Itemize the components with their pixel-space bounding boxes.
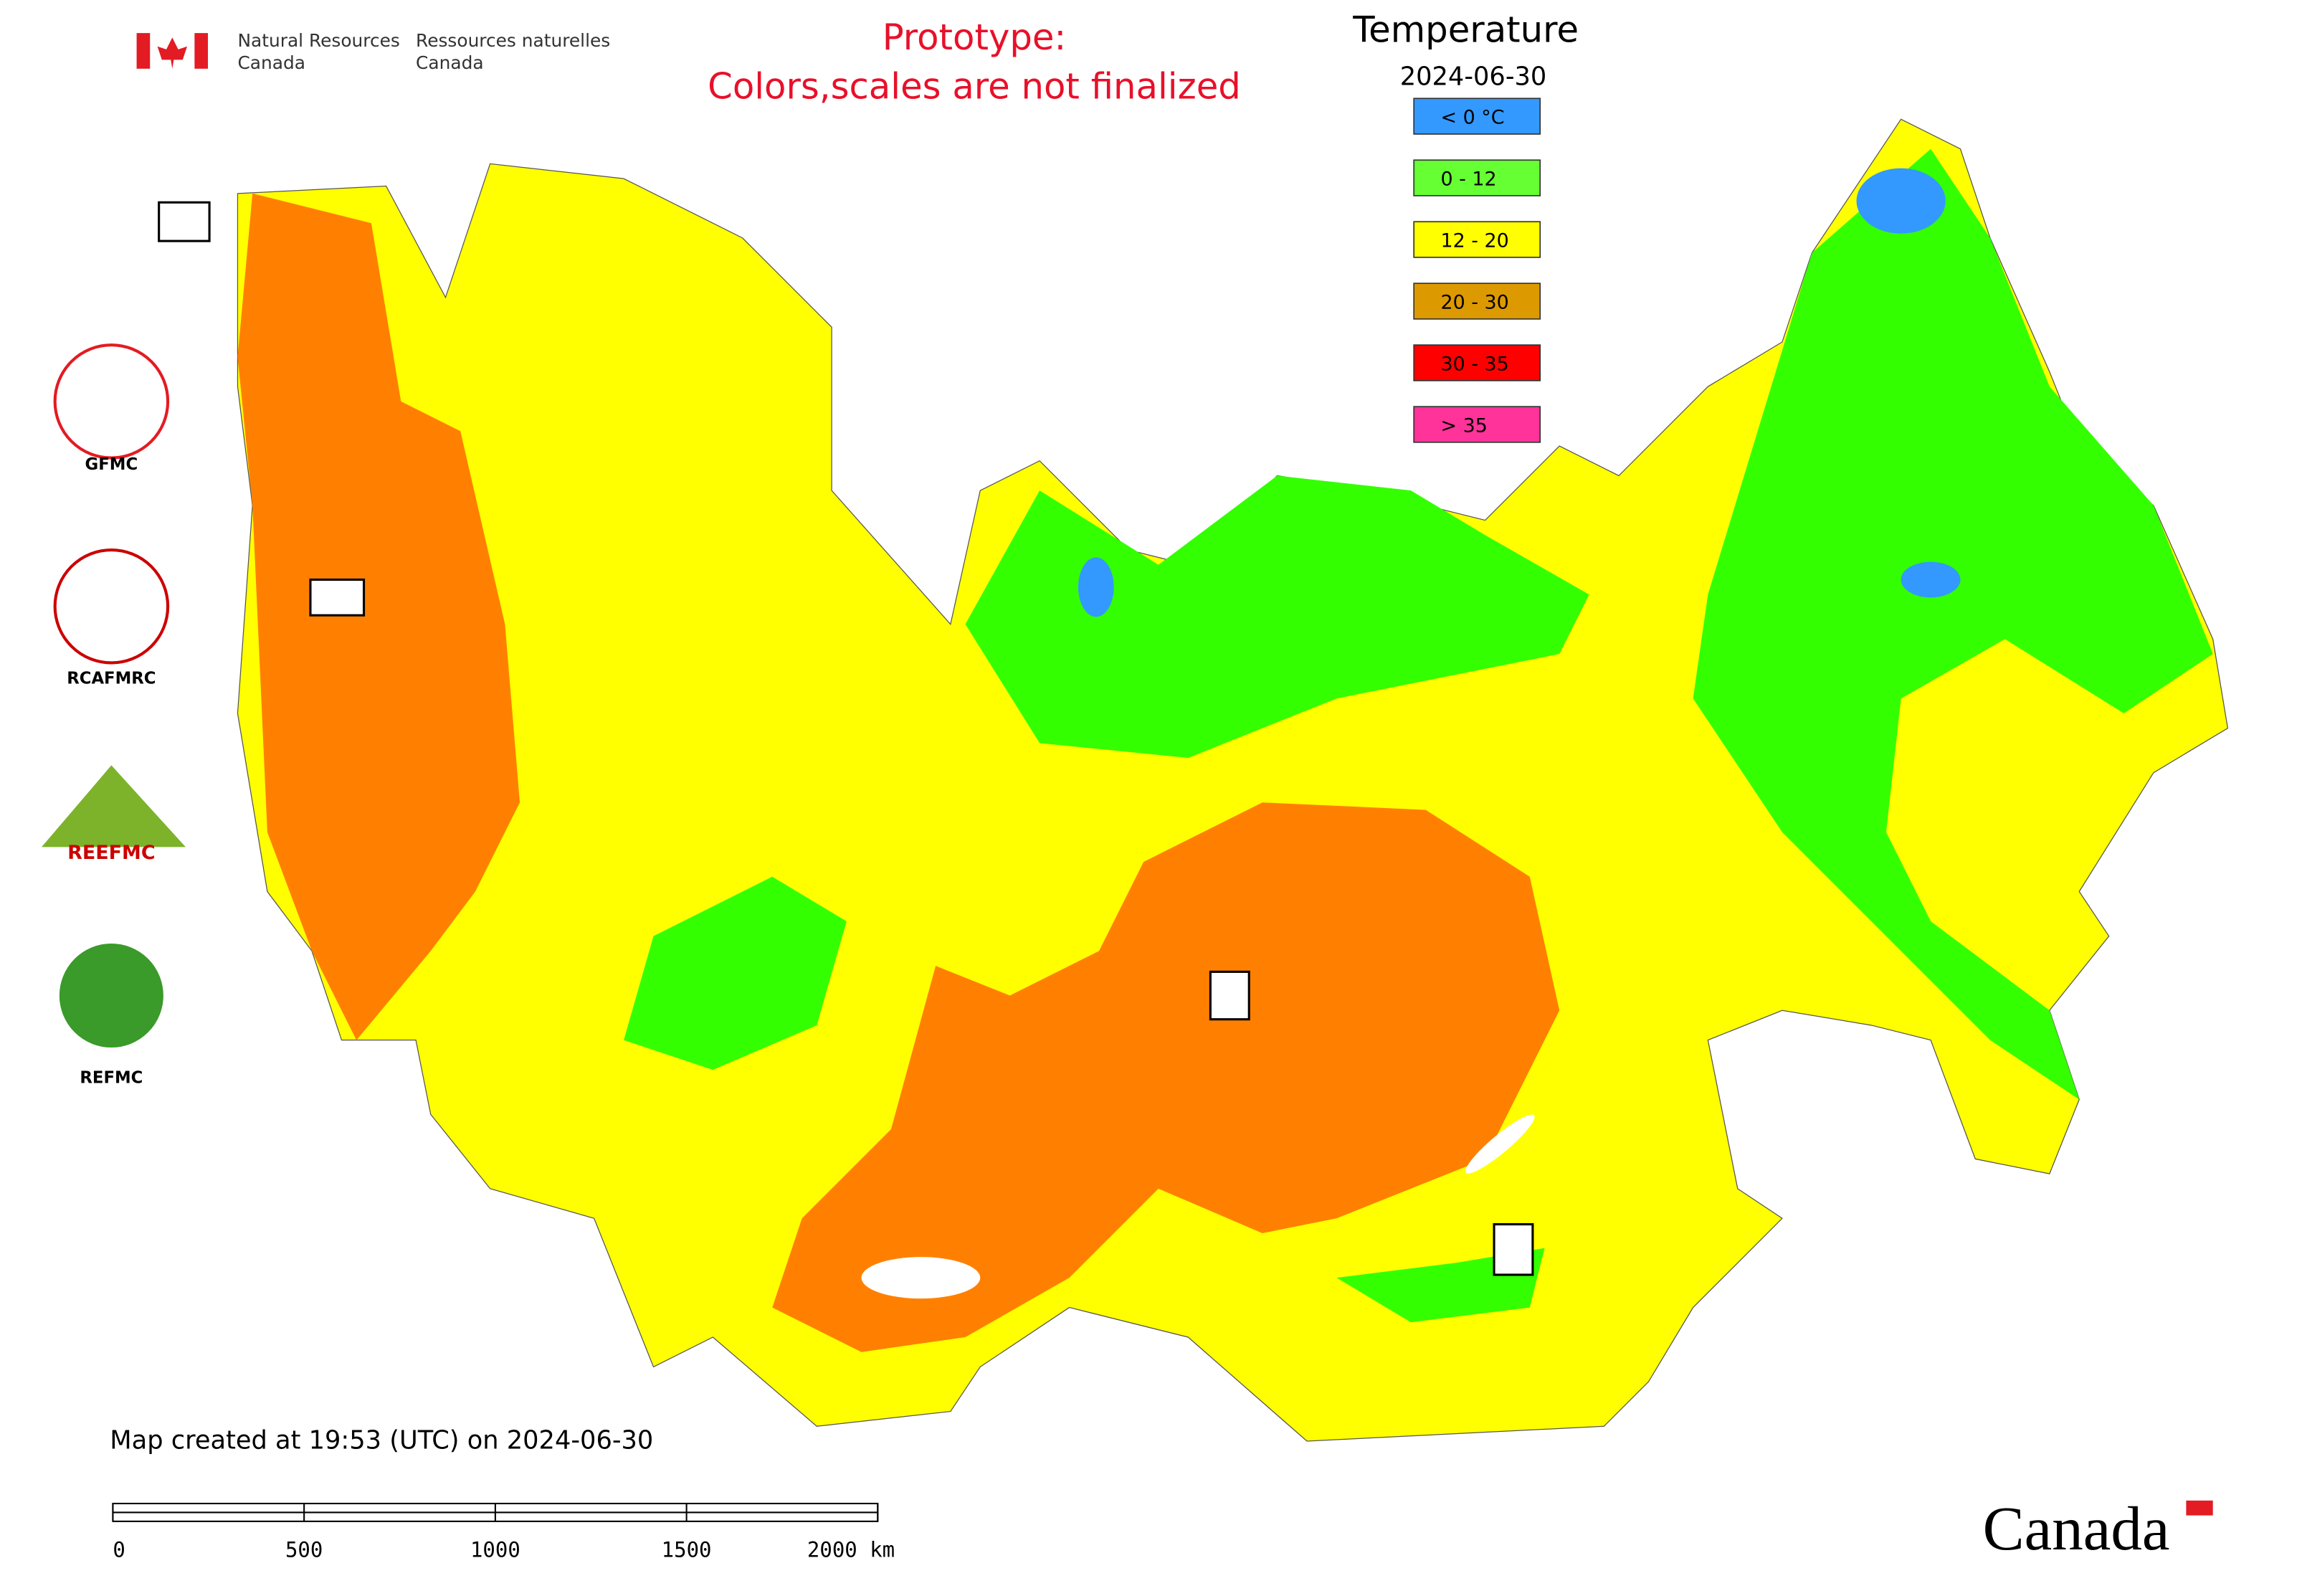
scale-label: 2000 km xyxy=(807,1538,895,1562)
legend-label: 0 - 12 xyxy=(1440,168,1496,190)
legend-label: 30 - 35 xyxy=(1440,353,1508,375)
agency-en: Natural Resources xyxy=(237,30,399,51)
legend-label: 20 - 30 xyxy=(1440,291,1508,313)
legend-label: > 35 xyxy=(1440,414,1487,437)
map-markers xyxy=(158,201,1534,1276)
notice: Prototype: xyxy=(883,16,1067,58)
scale-label: 0 xyxy=(113,1538,125,1562)
logo-label: REFMC xyxy=(80,1069,143,1088)
legend-swatch xyxy=(1413,221,1541,258)
logo-mark xyxy=(42,765,186,847)
agency-fr: Ressources naturelles xyxy=(416,30,610,51)
scale-label: 1500 xyxy=(662,1538,712,1562)
logos: GFMC RCAFMRC REEFMC REFMC xyxy=(42,343,186,1088)
logo-label: GFMC xyxy=(85,455,138,474)
legend-label: 12 - 20 xyxy=(1440,229,1508,252)
canada-flag xyxy=(136,33,209,69)
scale-label: 500 xyxy=(285,1538,323,1562)
logo-mark xyxy=(53,343,170,460)
notice: Colors,scales are not finalized xyxy=(708,65,1241,107)
logo-label: REEFMC xyxy=(67,842,155,864)
legend-title: Temperature xyxy=(1352,9,1579,51)
logo-mark xyxy=(53,548,170,665)
legend-swatch xyxy=(1413,159,1541,196)
legend-label: < 0 °C xyxy=(1440,106,1504,128)
scale-label: 1000 xyxy=(470,1538,520,1562)
logo-label: RCAFMRC xyxy=(67,669,156,688)
legend-swatch xyxy=(1413,344,1541,381)
created-note: Map created at 19:53 (UTC) on 2024-06-30 xyxy=(110,1425,653,1455)
legend-date: 2024-06-30 xyxy=(1400,62,1547,92)
logo-mark xyxy=(59,944,163,1048)
legend-swatch xyxy=(1413,406,1541,443)
wordmark: Canada xyxy=(1983,1493,2170,1563)
agency-en: Canada xyxy=(237,52,305,73)
agency-fr: Canada xyxy=(416,52,484,73)
legend-swatch xyxy=(1413,98,1541,135)
canada-wordmark: Canada xyxy=(1983,1493,2213,1563)
scale-bar: 0 500 1000 1500 2000 km xyxy=(112,1502,895,1562)
land xyxy=(237,118,2229,1442)
legend: Temperature 2024-06-30 < 0 °C 0 - 12 12 - … xyxy=(1352,9,1579,443)
legend-swatch xyxy=(1413,282,1541,320)
